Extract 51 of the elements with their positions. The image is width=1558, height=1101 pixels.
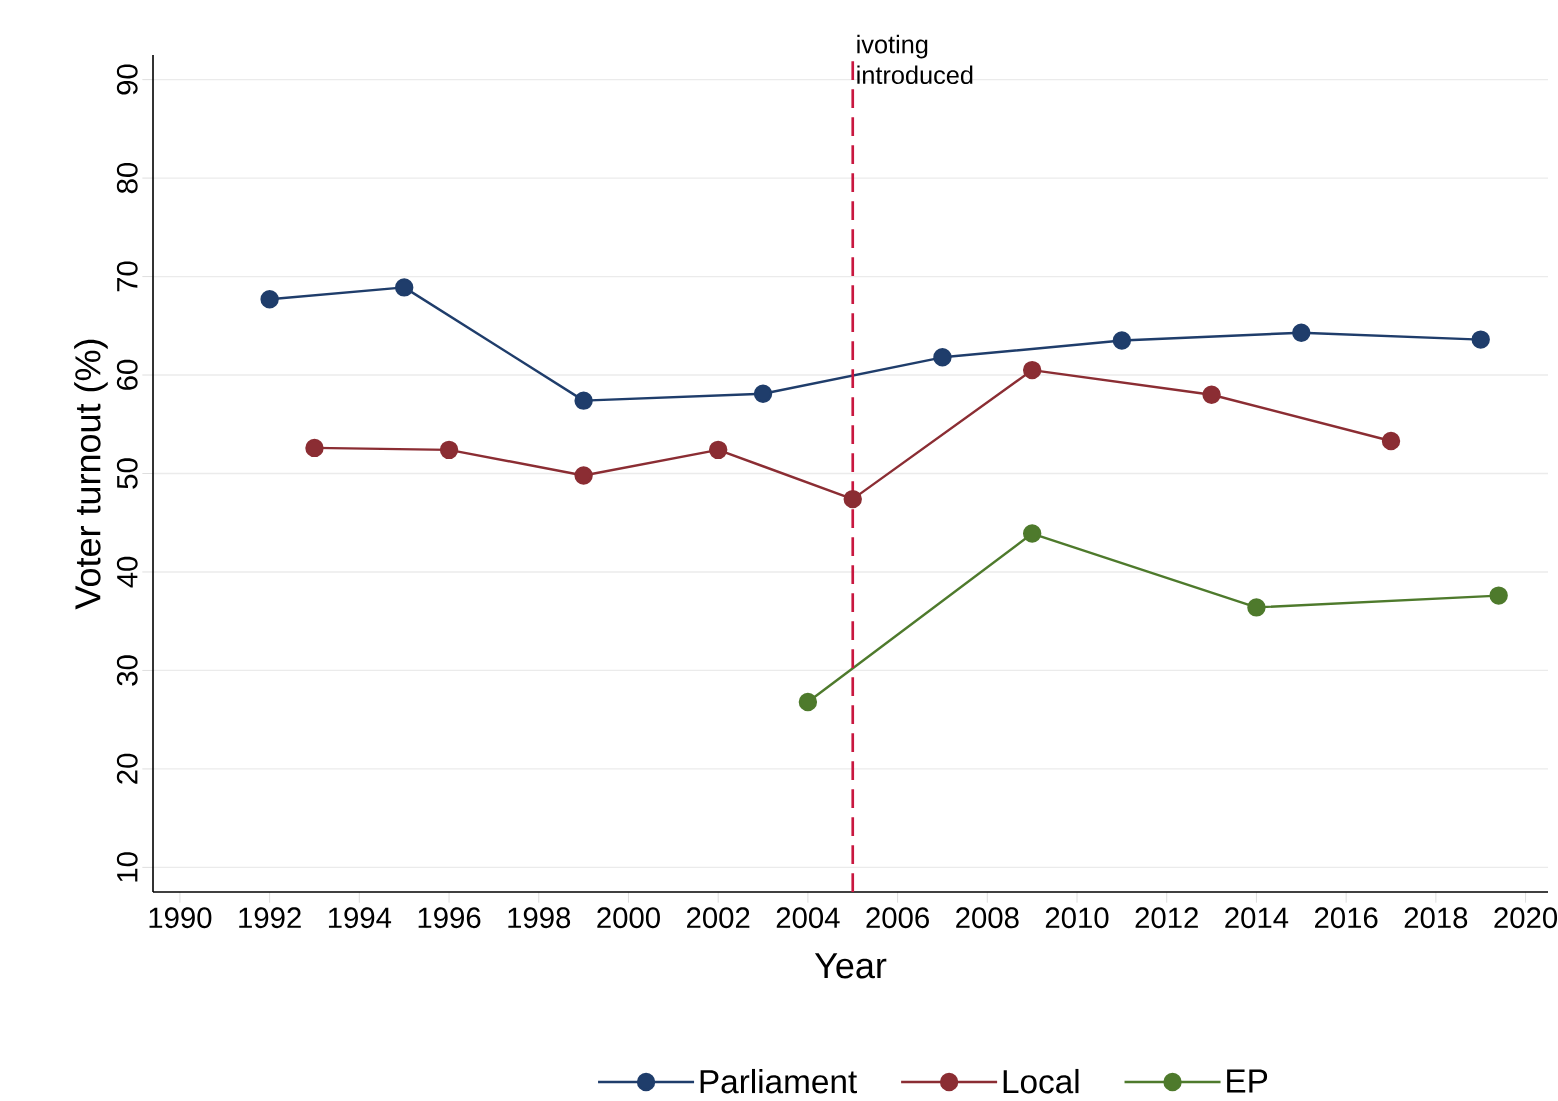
x-tick-label: 2010 [1045,907,1109,929]
x-tick-label: 2000 [597,907,660,929]
point [1112,331,1132,350]
point [1202,385,1221,404]
x-tick-label: 2014 [1225,907,1289,929]
x-tick-label: 1992 [239,907,301,929]
point [1292,323,1311,342]
point [753,384,773,403]
x-tick-label: 2006 [866,907,929,929]
point [394,278,414,297]
x-tick-label: 2020 [1494,907,1558,929]
x-tick-label: 2008 [956,907,1019,929]
y-tick-label: 40 [116,556,138,588]
x-tick-label: 1996 [418,907,481,929]
y-tick-label: 10 [116,852,138,882]
legend-label: Local [1003,1068,1079,1094]
y-axis-title: Voter turnout (%) [74,339,108,610]
x-tick-label: 1990 [149,907,212,929]
x-tick-label: 1998 [508,907,571,929]
x-axis-title: Year [814,953,887,979]
legend-label: Parliament [700,1068,857,1094]
point [1247,598,1266,617]
x-tick-label: 2004 [776,907,840,929]
point [1022,524,1042,543]
y-tick-label: 20 [116,753,138,784]
y-tick-label: 90 [116,64,138,95]
legend-label: EP [1227,1069,1268,1093]
x-tick-label: 2018 [1404,907,1468,929]
point [933,348,952,367]
y-tick-label: 30 [116,655,138,686]
x-tick-label: 2012 [1135,907,1198,929]
x-tick-label: 2002 [687,907,750,929]
x-tick-label: 1994 [328,907,392,929]
point [1022,360,1042,380]
point [305,438,324,458]
point [708,440,728,460]
point [843,489,862,509]
point [1381,431,1401,451]
point [1471,330,1490,349]
x-tick-label: 2016 [1315,907,1378,929]
y-tick-label: 80 [116,162,138,194]
y-tick-label: 70 [116,261,138,292]
ref-line-label: ivoting introduced [857,34,973,85]
y-tick-label: 60 [116,359,138,390]
point [574,466,593,485]
point [574,391,593,410]
point [798,692,818,712]
point [439,440,459,460]
y-tick-label: 50 [116,458,138,489]
point [260,290,279,309]
point [1489,586,1508,605]
